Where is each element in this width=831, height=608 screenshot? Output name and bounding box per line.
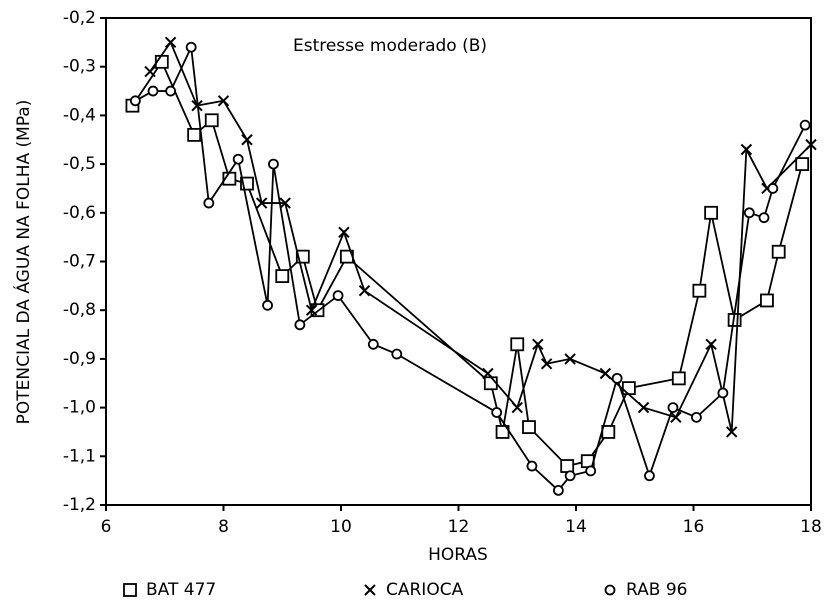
marker-circle [391, 348, 403, 360]
x-tick-label: 8 [218, 517, 229, 537]
marker-x [358, 285, 371, 297]
marker-circle [147, 85, 159, 97]
y-tick-label: -1,2 [63, 495, 96, 515]
marker-square [671, 371, 686, 386]
y-axis-label: POTENCIAL DA ÁGUA NA FOLHA (MPa) [12, 100, 34, 425]
marker-square [795, 157, 810, 172]
marker-circle [585, 465, 597, 477]
marker-circle [165, 85, 177, 97]
x-tick-label: 12 [448, 517, 470, 537]
marker-x [637, 401, 650, 414]
y-tick-label: -0,3 [63, 57, 96, 77]
marker-square [275, 269, 290, 284]
marker-circle [367, 338, 379, 350]
marker-x [482, 367, 494, 380]
series-line [134, 43, 806, 492]
marker-circle [129, 95, 141, 107]
marker-x [599, 367, 612, 380]
marker-x [805, 138, 817, 151]
marker-x [144, 65, 156, 78]
y-tick-label: -0,4 [63, 105, 96, 125]
annotation: Estresse moderado (B) [293, 36, 487, 56]
x-tick-label: 14 [565, 517, 587, 537]
y-tick-label: -1,1 [63, 446, 96, 466]
marker-circle [564, 470, 576, 482]
x-tick-label: 10 [330, 517, 352, 537]
legend-label: BAT 477 [146, 580, 216, 600]
marker-x [217, 95, 230, 107]
marker-circle [203, 197, 215, 209]
marker-circle [232, 153, 244, 165]
marker-circle [717, 387, 729, 399]
marker-x [564, 353, 576, 365]
marker-x [532, 338, 544, 350]
marker-square [601, 425, 616, 439]
marker-circle [667, 402, 679, 414]
legend-symbol [123, 583, 137, 597]
x-axis-label: HORAS [428, 545, 488, 565]
marker-square [522, 420, 536, 434]
marker-circle [743, 207, 755, 219]
y-tick-label: -0,5 [63, 154, 96, 174]
y-tick-label: -0,8 [63, 300, 96, 320]
y-tick-label: -0,2 [63, 8, 96, 28]
marker-x [670, 411, 682, 424]
legend-symbol [604, 584, 616, 596]
marker-circle [758, 212, 770, 224]
marker-square [204, 113, 219, 128]
marker-circle [552, 484, 564, 496]
marker-circle [611, 372, 623, 384]
marker-circle [767, 183, 779, 194]
marker-square [483, 376, 498, 391]
marker-circle [332, 290, 344, 301]
series-line [131, 59, 804, 468]
marker-circle [644, 470, 655, 482]
marker-circle [799, 119, 811, 131]
marker-square [771, 244, 786, 259]
marker-x [540, 358, 553, 370]
marker-circle [262, 299, 273, 311]
marker-x [241, 134, 253, 146]
legend-symbol [364, 584, 376, 596]
y-tick-label: -0,6 [63, 203, 96, 223]
marker-circle [294, 319, 306, 331]
marker-square [760, 293, 774, 308]
y-tick-label: -1,0 [63, 398, 96, 418]
marker-circle [691, 411, 702, 423]
marker-square [692, 283, 707, 298]
marker-x [279, 197, 291, 209]
marker-square [510, 337, 525, 352]
marker-circle [526, 460, 538, 472]
marker-x [164, 36, 177, 49]
marker-circle [268, 158, 279, 170]
marker-square [621, 381, 636, 396]
marker-x [338, 226, 350, 238]
marker-x [740, 143, 753, 156]
marker-circle [185, 41, 197, 53]
marker-x [725, 426, 738, 438]
y-tick-label: -0,9 [63, 349, 96, 369]
marker-x [511, 401, 523, 414]
marker-x [705, 338, 717, 350]
marker-square [187, 127, 202, 142]
legend-label: CARIOCA [386, 580, 464, 600]
y-tick-label: -0,7 [63, 252, 96, 272]
marker-square [560, 459, 575, 473]
marker-square [704, 205, 719, 220]
plot-frame [105, 17, 812, 506]
x-tick-label: 6 [101, 517, 112, 537]
marker-x [255, 197, 268, 209]
x-tick-label: 16 [683, 517, 705, 537]
marker-circle [491, 407, 503, 418]
x-tick-label: 18 [800, 517, 822, 537]
legend-label: RAB 96 [626, 580, 687, 600]
